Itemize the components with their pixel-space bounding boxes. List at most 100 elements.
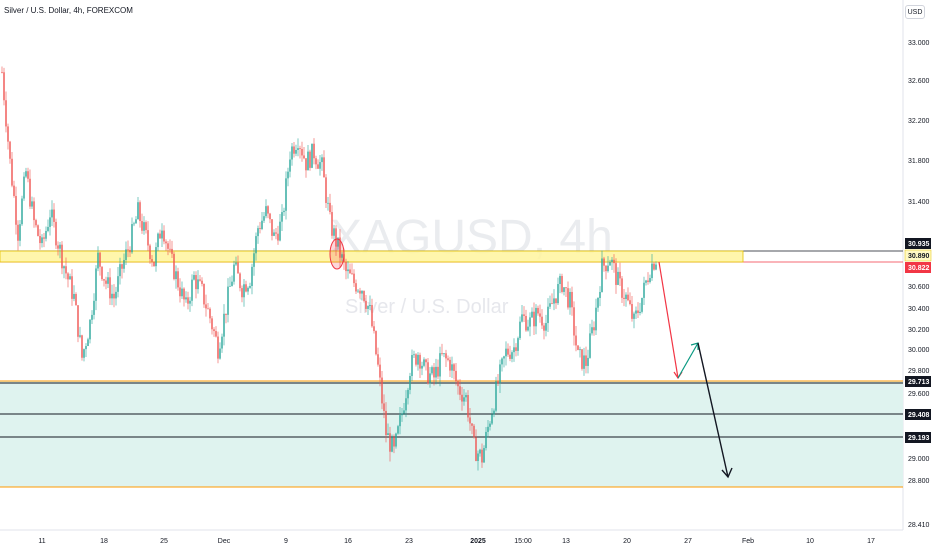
candle-body bbox=[73, 293, 75, 299]
price-tick: 30.400 bbox=[908, 306, 930, 313]
candle-body bbox=[421, 365, 423, 369]
candle-body bbox=[285, 178, 287, 211]
candle-body bbox=[611, 259, 613, 262]
candle-body bbox=[583, 355, 585, 369]
candle-body bbox=[643, 282, 645, 298]
candle-body bbox=[559, 276, 561, 285]
candle-body bbox=[569, 291, 571, 308]
time-tick: 20 bbox=[623, 538, 631, 545]
candle-body bbox=[471, 423, 473, 426]
candle-body bbox=[521, 314, 523, 322]
candle-body bbox=[585, 355, 587, 366]
candle-body bbox=[329, 202, 331, 213]
candle-body bbox=[553, 298, 555, 304]
candle-body bbox=[593, 327, 595, 331]
candle-body bbox=[451, 364, 453, 371]
price-badge-label: 30.935 bbox=[908, 241, 930, 248]
candle-body bbox=[277, 233, 279, 241]
candle-body bbox=[571, 291, 573, 308]
candle-body bbox=[79, 335, 81, 337]
candle-body bbox=[99, 252, 101, 267]
candle-body bbox=[297, 148, 299, 150]
candle-body bbox=[579, 349, 581, 351]
candle-body bbox=[71, 276, 73, 299]
candle-body bbox=[655, 264, 657, 270]
time-tick: 25 bbox=[160, 538, 168, 545]
candle-body bbox=[31, 201, 33, 207]
candle-body bbox=[15, 195, 17, 225]
candle-body bbox=[651, 263, 653, 279]
price-tick: 30.600 bbox=[908, 284, 930, 291]
candle-body bbox=[431, 367, 433, 374]
candle-body bbox=[311, 143, 313, 168]
candle-body bbox=[171, 248, 173, 254]
candle-body bbox=[349, 269, 351, 274]
candle-body bbox=[457, 381, 459, 387]
candle-body bbox=[291, 146, 293, 160]
candle-body bbox=[547, 306, 549, 324]
candle-body bbox=[163, 230, 165, 242]
price-badges[interactable]: 30.935 30.890 30.822 29.713 29.408 29.19… bbox=[904, 238, 932, 443]
candle-body bbox=[619, 271, 621, 279]
resistance-zone[interactable] bbox=[0, 250, 744, 263]
candle-body bbox=[355, 283, 357, 292]
candle-body bbox=[327, 202, 329, 204]
time-tick: 11 bbox=[38, 538, 45, 545]
candle-body bbox=[221, 336, 223, 349]
candle-body bbox=[341, 254, 343, 258]
price-badge-label: 30.822 bbox=[908, 265, 930, 272]
price-tick: 29.000 bbox=[908, 456, 930, 463]
candle-body bbox=[139, 202, 141, 222]
candle-body bbox=[359, 290, 361, 294]
candle-body bbox=[41, 237, 43, 244]
candle-body bbox=[207, 308, 209, 310]
candle-body bbox=[183, 288, 185, 300]
price-axis[interactable]: 33.000 32.600 32.200 31.800 31.400 30.60… bbox=[908, 40, 930, 529]
candle-body bbox=[215, 331, 217, 337]
candle-body bbox=[131, 224, 133, 253]
candle-body bbox=[441, 353, 443, 354]
support-zone[interactable] bbox=[0, 381, 903, 487]
candle-body bbox=[453, 364, 455, 371]
time-axis[interactable]: 11 18 25 Dec 9 16 23 2025 15:00 13 20 27… bbox=[38, 538, 875, 545]
candle-body bbox=[493, 410, 495, 415]
projection-drawing[interactable] bbox=[658, 261, 733, 479]
candle-body bbox=[531, 311, 533, 318]
candle-body bbox=[115, 291, 117, 299]
price-tick: 32.600 bbox=[908, 78, 930, 85]
candle-body bbox=[29, 178, 31, 207]
candle-body bbox=[145, 222, 147, 231]
candle-body bbox=[85, 346, 87, 350]
candle-body bbox=[133, 223, 135, 225]
candle-body bbox=[637, 310, 639, 313]
time-tick: Dec bbox=[218, 538, 231, 545]
candle-body bbox=[153, 261, 155, 267]
candle-body bbox=[303, 155, 305, 159]
price-badge bbox=[905, 262, 931, 273]
candle-body bbox=[259, 228, 261, 230]
price-tick: 32.200 bbox=[908, 118, 930, 125]
candle-body bbox=[551, 303, 553, 305]
candle-body bbox=[93, 300, 95, 315]
candle-body bbox=[45, 230, 47, 239]
candle-body bbox=[189, 300, 191, 304]
candle-body bbox=[465, 395, 467, 398]
candle-body bbox=[513, 347, 515, 353]
candle-body bbox=[107, 277, 109, 284]
candle-body bbox=[363, 291, 365, 301]
candle-body bbox=[423, 359, 425, 366]
candle-body bbox=[463, 397, 465, 402]
candle-body bbox=[381, 377, 383, 404]
candle-body bbox=[141, 221, 143, 231]
candle-body bbox=[443, 353, 445, 355]
breakdown-marker[interactable] bbox=[329, 238, 345, 270]
candle-body bbox=[535, 307, 537, 327]
candle-body bbox=[481, 449, 483, 463]
candle-body bbox=[533, 311, 535, 327]
candle-body bbox=[577, 345, 579, 350]
candle-body bbox=[591, 327, 593, 334]
candle-body bbox=[101, 266, 103, 280]
candle-body bbox=[315, 158, 317, 165]
currency-button[interactable]: USD bbox=[905, 5, 925, 19]
